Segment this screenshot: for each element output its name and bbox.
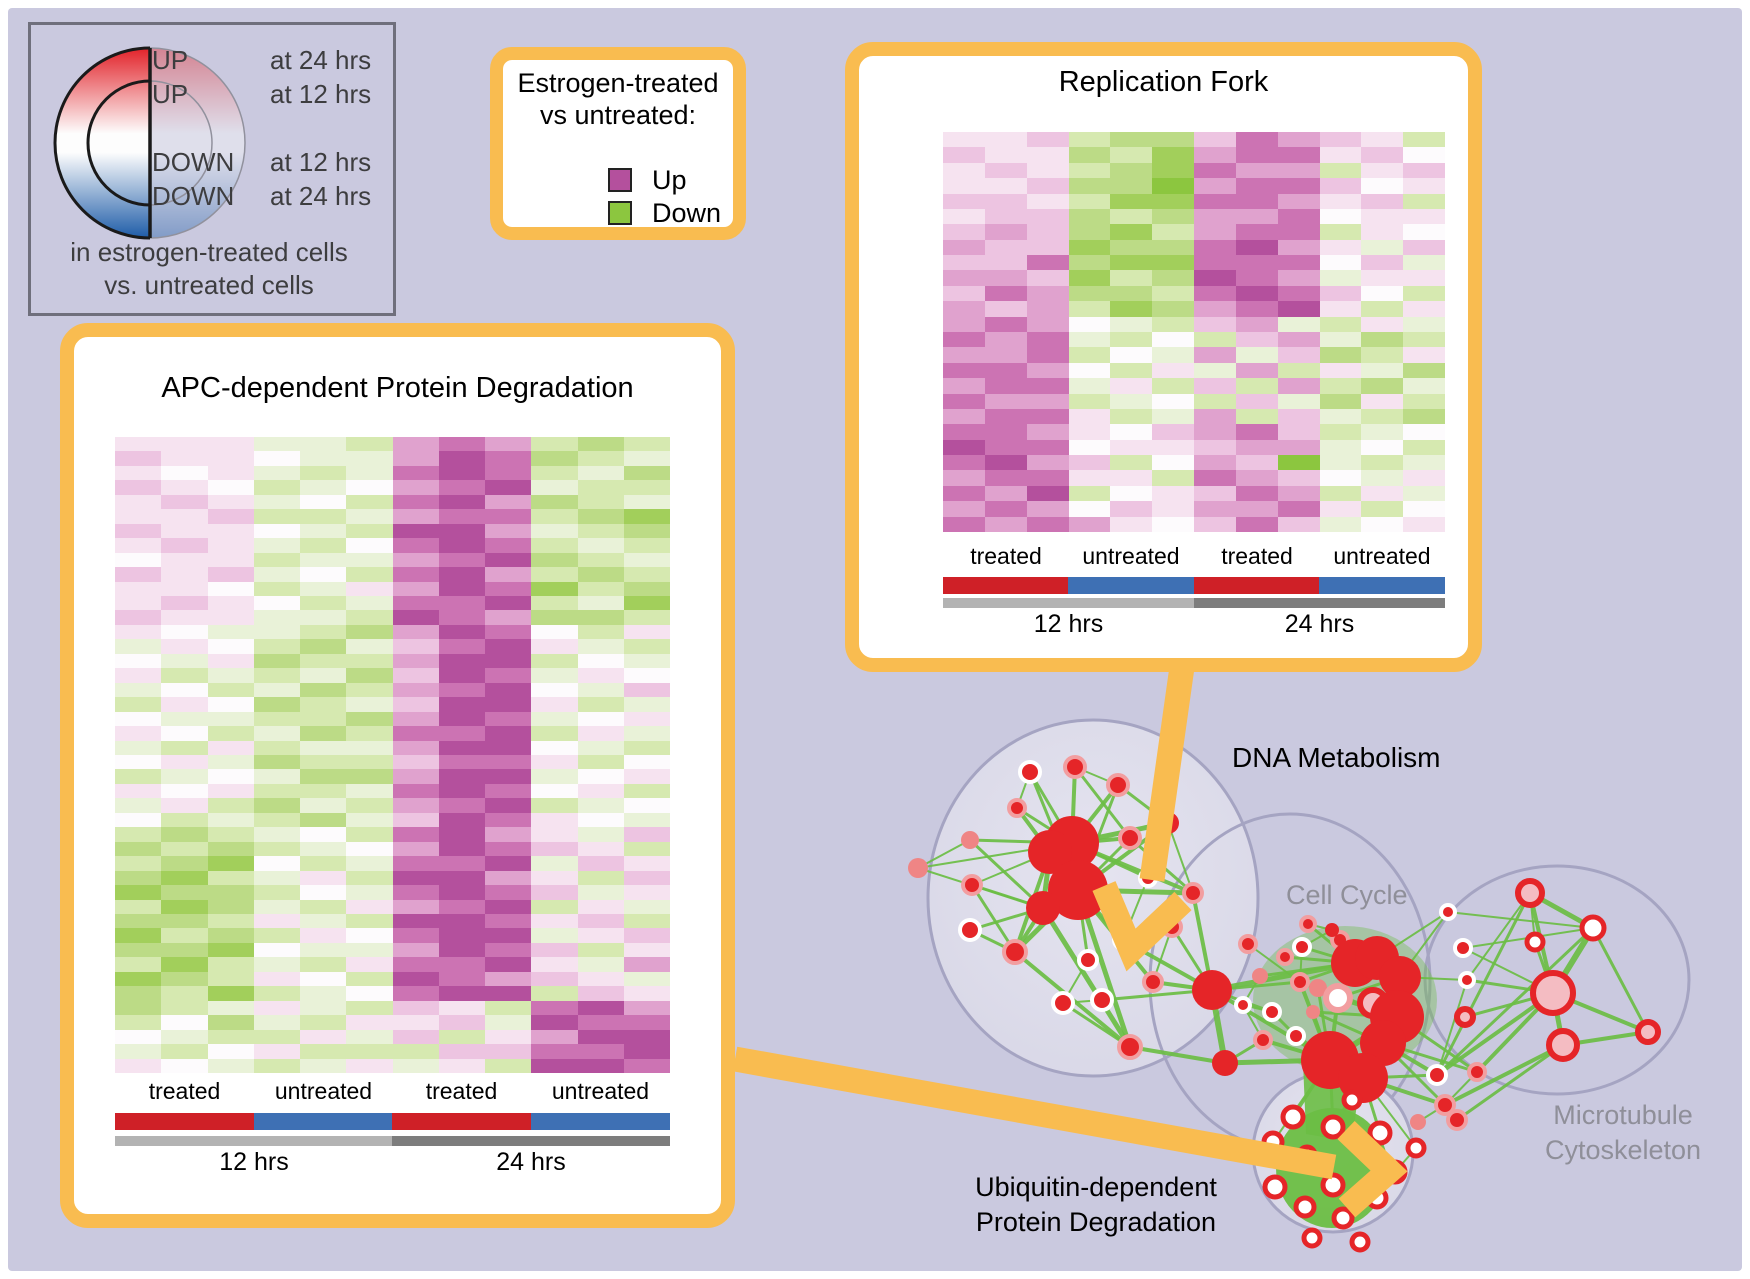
ubiquitin-degradation-cluster-label: Ubiquitin-dependent Protein Degradation [936,1170,1256,1240]
apc-panel-title: APC-dependent Protein Degradation [161,372,634,404]
ring-legend-at-24hrs: at 24 hrs [270,45,372,75]
apc-group-treated-24h: treated [425,1078,498,1104]
up-magenta-swatch [608,168,632,192]
rf-24hrs-bar [1194,598,1445,608]
apc-treated-bar-24h [392,1113,531,1130]
apc-12hrs-label: 12 hrs [219,1148,289,1176]
rf-treated-bar-12h [943,577,1069,594]
apc-untreated-bar-12h [254,1113,393,1130]
microtubule-label-line2: Cytoskeleton [1544,1135,1702,1166]
replication-fork-heatmap [943,132,1446,533]
apc-group-untreated-12h: untreated [274,1078,373,1104]
ring-legend-caption-line2: vs. untreated cells [104,270,314,300]
ring-legend-down-24-label: DOWN [152,181,235,211]
rf-treated-bar-24h [1194,577,1320,594]
up-down-ring-diagram [53,44,250,244]
ring-legend-at-12hrs-b: at 12 hrs [270,147,372,177]
rf-group-untreated-12h: untreated [1082,543,1180,569]
cell-cycle-cluster-label: Cell Cycle [1286,880,1408,910]
apc-untreated-bar-24h [531,1113,670,1130]
ubiquitin-label-line2: Protein Degradation [975,1207,1217,1238]
rf-untreated-bar-24h [1319,577,1445,594]
ring-legend-at-12hrs: at 12 hrs [270,79,372,109]
estrogen-legend-title-line1: Estrogen-treated [517,68,719,98]
rf-group-untreated-24h: untreated [1333,543,1431,569]
ubiquitin-label-line1: Ubiquitin-dependent [975,1172,1217,1202]
ring-legend-at-24hrs-b: at 24 hrs [270,181,372,211]
rf-group-treated-12h: treated [970,543,1042,569]
rf-24hrs-label: 24 hrs [1284,610,1355,638]
ring-legend-caption-line1: in estrogen-treated cells [70,237,348,267]
ring-legend-down-12-label: DOWN [152,147,235,177]
apc-24hrs-bar [392,1136,670,1146]
up-swatch-label: Up [652,165,687,195]
ring-color-legend-box [28,22,396,316]
rf-group-treated-24h: treated [1221,543,1293,569]
apc-group-untreated-24h: untreated [551,1078,650,1104]
rf-untreated-bar-12h [1068,577,1194,594]
replication-fork-panel-title: Replication Fork [1058,66,1269,98]
microtubule-label-line1: Microtubule [1553,1100,1693,1130]
apc-heatmap [115,437,671,1074]
apc-12hrs-bar [115,1136,393,1146]
ring-legend-up-12-label: UP [152,79,189,109]
down-swatch-label: Down [652,198,722,228]
apc-24hrs-label: 24 hrs [496,1148,566,1176]
rf-12hrs-label: 12 hrs [1033,610,1104,638]
microtubule-cytoskeleton-cluster-label: Microtubule Cytoskeleton [1488,1098,1750,1168]
estrogen-legend-title-line2: vs untreated: [539,100,697,130]
apc-group-treated-12h: treated [148,1078,221,1104]
ring-legend-up-24-label: UP [152,45,189,75]
rf-12hrs-bar [943,598,1194,608]
apc-treated-bar-12h [115,1113,254,1130]
dna-metabolism-cluster-label: DNA Metabolism [1232,742,1441,773]
down-green-swatch [608,201,632,225]
